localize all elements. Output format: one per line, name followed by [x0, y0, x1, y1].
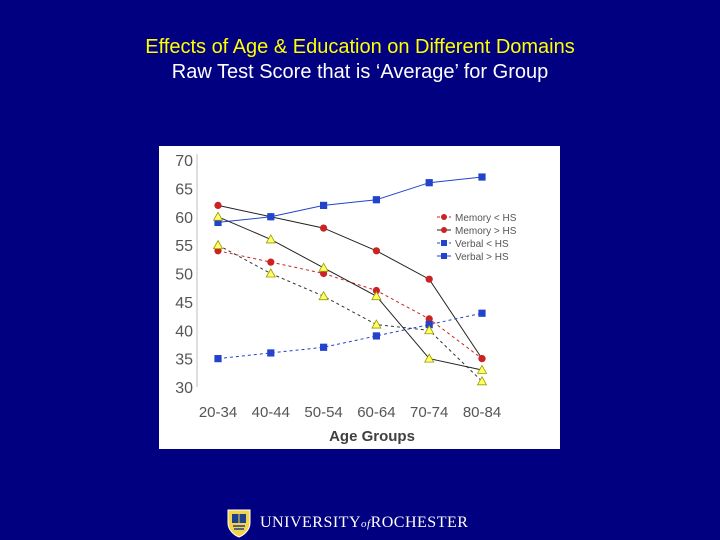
y-tick-label: 50 [175, 267, 193, 284]
data-point [372, 247, 380, 255]
y-tick-label: 70 [175, 153, 193, 170]
data-point [267, 349, 275, 357]
data-point [425, 320, 433, 329]
data-point [212, 211, 224, 221]
data-point [267, 213, 275, 221]
data-point [372, 196, 380, 204]
slide-title: Effects of Age & Education on Different … [145, 36, 575, 58]
legend-marker [441, 240, 447, 246]
legend-label: Memory > HS [455, 226, 517, 237]
data-point [372, 332, 380, 340]
y-tick-label: 30 [175, 380, 193, 397]
series-line-1 [217, 204, 483, 359]
wordmark-university: UNIVERSITY [260, 514, 361, 531]
data-point [371, 290, 382, 301]
x-tick-label: 20-34 [199, 404, 237, 421]
data-point [478, 173, 486, 181]
data-point [424, 353, 435, 363]
data-point [476, 364, 488, 374]
series-line-3 [217, 176, 483, 223]
university-shield-icon [227, 509, 251, 538]
data-point [425, 315, 433, 323]
university-wordmark: UNIVERSITYofROCHESTER [260, 514, 468, 532]
wordmark-rochester: ROCHESTER [370, 514, 469, 531]
y-tick-label: 45 [175, 295, 193, 312]
data-point [320, 224, 328, 232]
series-line-0 [217, 250, 483, 359]
data-point [372, 286, 380, 295]
y-tick-label: 40 [175, 323, 193, 340]
x-tick-label: 80-84 [463, 404, 501, 421]
legend-label: Verbal > HS [455, 252, 509, 263]
data-point [425, 179, 433, 187]
legend-marker [441, 253, 447, 259]
x-tick-label: 40-44 [252, 404, 290, 421]
data-point [320, 343, 328, 351]
series-line-4 [217, 244, 483, 382]
legend-label: Memory < HS [455, 213, 517, 224]
data-point [424, 324, 435, 335]
data-point [265, 268, 276, 278]
series-line-5 [217, 216, 483, 371]
data-point [214, 218, 222, 227]
x-axis-label: Age Groups [329, 428, 415, 445]
line-chart: 30 35 40 45 50 55 60 65 70 20-34 40-44 50-54 60-64 70… [175, 153, 517, 445]
data-point [478, 355, 486, 363]
legend-label: Verbal < HS [455, 239, 509, 250]
series-line-2 [217, 312, 483, 360]
data-point [476, 376, 488, 386]
data-point [214, 355, 222, 363]
legend-marker [441, 227, 447, 233]
y-tick-label: 65 [175, 181, 193, 198]
slide-subtitle: Raw Test Score that is ‘Average’ for Gro… [171, 61, 549, 83]
data-point [214, 201, 222, 209]
y-tick-label: 35 [175, 352, 193, 369]
data-point [318, 262, 329, 272]
data-point [371, 319, 382, 329]
data-point [425, 275, 433, 283]
y-tick-label: 55 [175, 238, 193, 255]
data-point [267, 258, 275, 266]
wordmark-of: of [361, 518, 371, 530]
data-point [212, 239, 224, 250]
x-tick-label: 60-64 [357, 404, 395, 421]
x-tick-label: 50-54 [304, 404, 342, 421]
data-point [318, 290, 329, 301]
footer-logo: UNIVERSITYofROCHESTER [226, 508, 468, 538]
legend-marker [441, 214, 447, 220]
x-tick-label: 70-74 [410, 404, 448, 421]
chart-panel: 30 35 40 45 50 55 60 65 70 20-34 40-44 50-54 60-64 70… [159, 146, 560, 449]
data-point [265, 234, 276, 244]
data-point [478, 309, 486, 317]
data-point [320, 201, 328, 209]
y-tick-label: 60 [175, 210, 193, 227]
